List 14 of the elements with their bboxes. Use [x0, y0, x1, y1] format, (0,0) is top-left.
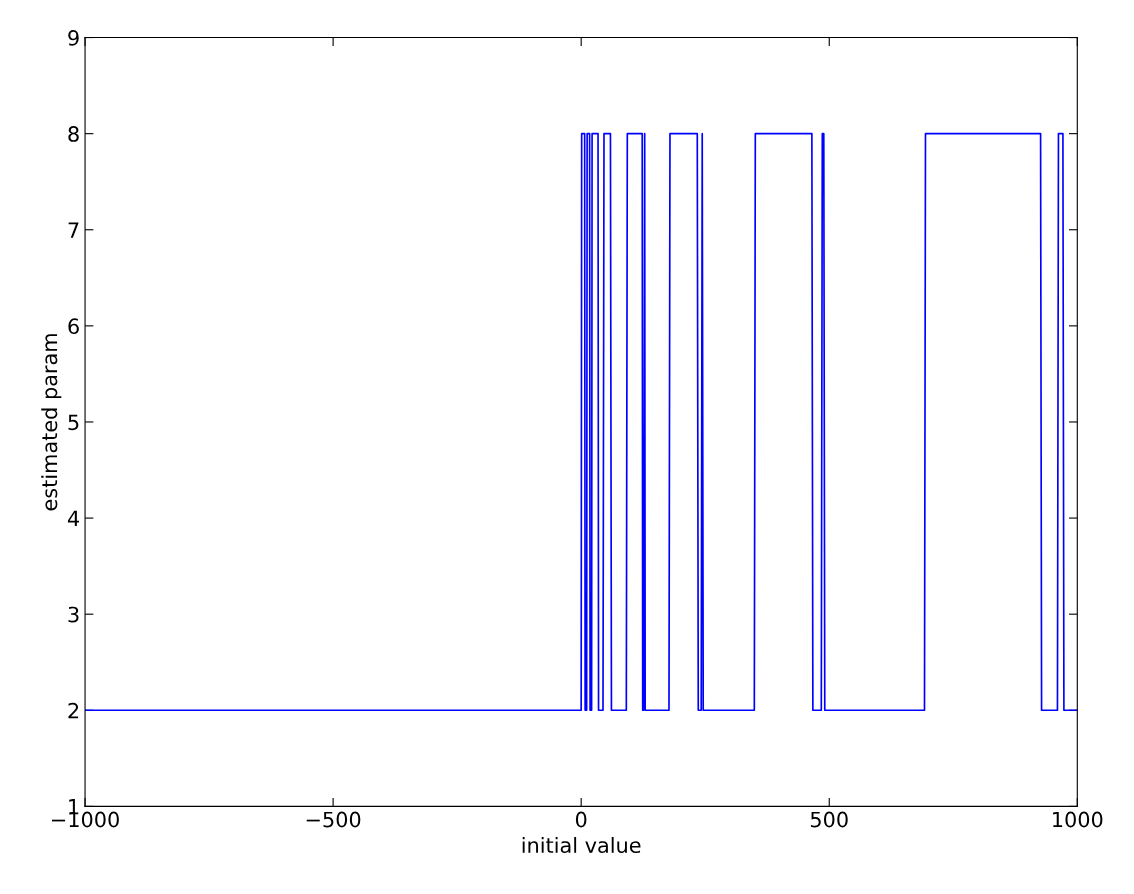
x-tick-label: 1000 [1053, 811, 1103, 828]
y-tick-label: 5 [68, 414, 79, 431]
x-tick-label: 500 [810, 811, 848, 828]
y-tick-label: 8 [68, 126, 79, 142]
y-tick-label: 2 [68, 702, 79, 719]
y-tick-label: 4 [67, 510, 80, 526]
x-axis-title: initial value [522, 836, 641, 854]
y-tick-label: 3 [68, 606, 79, 623]
y-tick-label: 9 [68, 30, 79, 46]
y-tick-label: 7 [68, 222, 79, 238]
x-tick-label: −500 [306, 811, 361, 828]
x-tick-label: 0 [575, 811, 587, 828]
y-axis-title: estimated param [41, 334, 62, 511]
y-tick-label: 6 [68, 318, 79, 335]
